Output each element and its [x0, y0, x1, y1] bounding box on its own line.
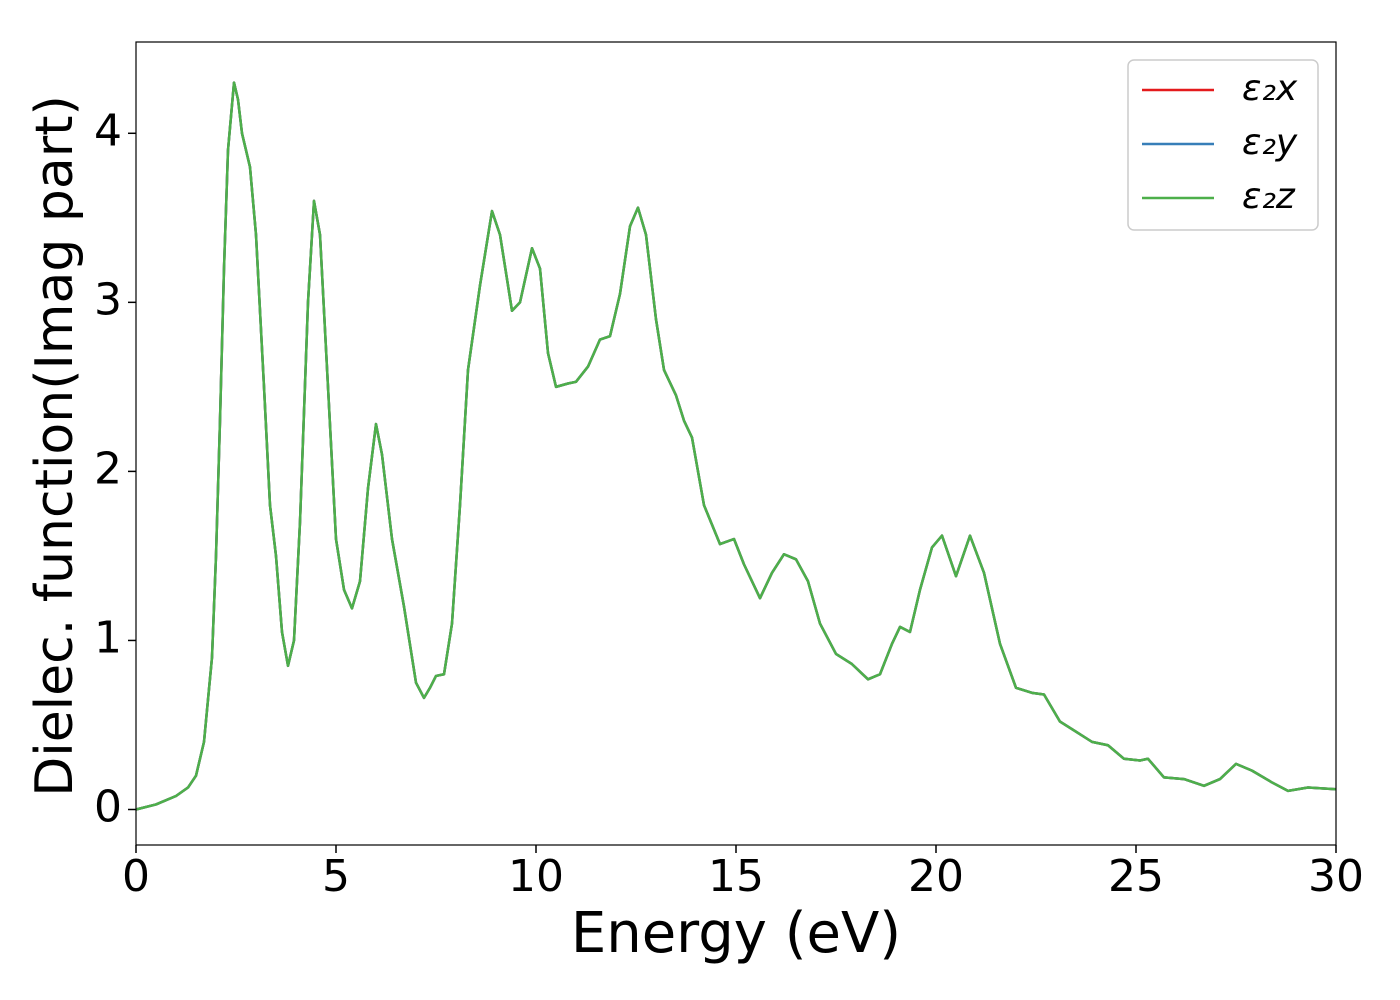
legend-label: ε₂x	[1242, 68, 1298, 109]
y-tick-label: 2	[94, 443, 122, 494]
legend-label: ε₂z	[1242, 176, 1296, 217]
legend: ε₂x ε₂y ε₂z	[1127, 59, 1319, 231]
x-tick-label: 30	[1308, 851, 1364, 902]
x-tick-label: 15	[708, 851, 764, 902]
y-tick-label: 0	[94, 781, 122, 832]
x-tick-label: 25	[1108, 851, 1164, 902]
data-line	[135, 81, 1337, 811]
y-tick-label: 3	[94, 274, 122, 325]
y-tick-label: 1	[94, 612, 122, 663]
x-tick-label: 10	[508, 851, 564, 902]
plot-frame	[135, 41, 1337, 846]
x-tick-label: 0	[122, 851, 150, 902]
x-tick-label: 5	[322, 851, 350, 902]
x-tick-label: 20	[908, 851, 964, 902]
x-axis-label: Energy (eV)	[571, 901, 901, 966]
y-axis-label: Dielec. function(Imag part)	[25, 95, 85, 797]
y-tick-label: 4	[94, 105, 122, 156]
legend-box	[1127, 59, 1319, 231]
legend-label: ε₂y	[1242, 122, 1298, 163]
